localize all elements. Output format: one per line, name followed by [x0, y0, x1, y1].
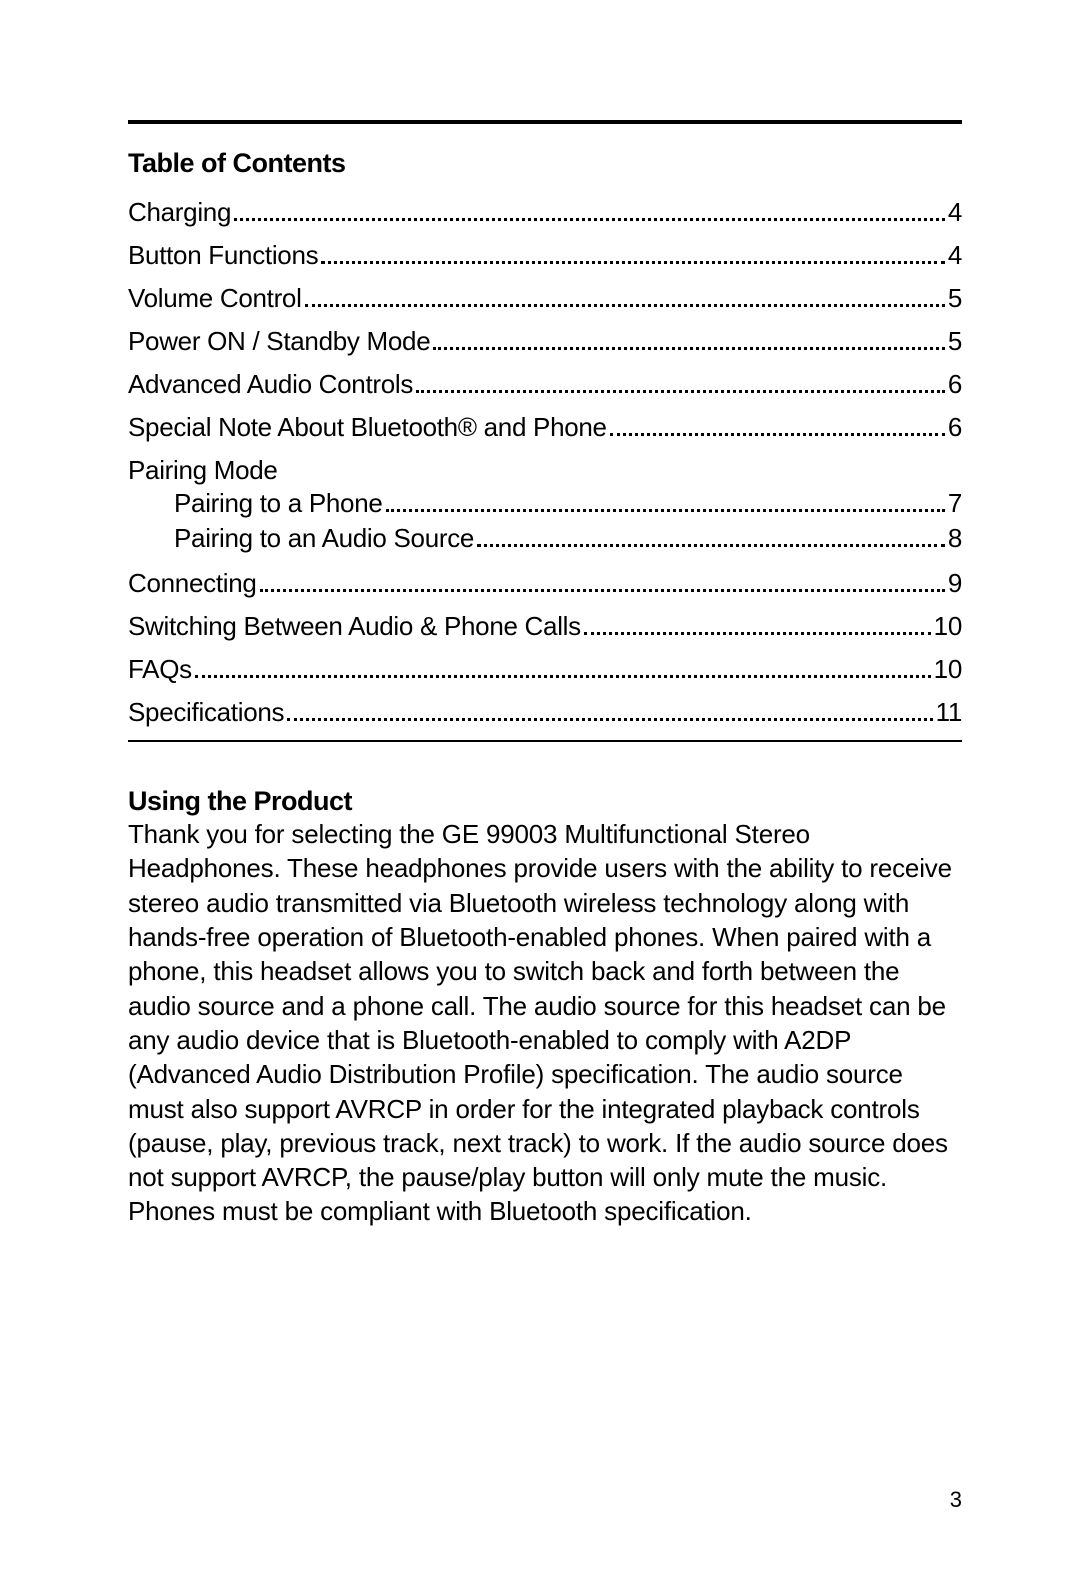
toc-entry-page: 8	[948, 523, 962, 554]
toc-entry-page: 4	[948, 240, 962, 271]
toc-entry-page: 5	[948, 326, 962, 357]
toc-leader-dots	[321, 261, 945, 264]
toc-leader-dots	[234, 218, 945, 221]
toc-entry-label: Volume Control	[128, 283, 302, 314]
toc-entry-label: Pairing to a Phone	[174, 488, 383, 519]
toc-leader-dots	[610, 433, 945, 436]
top-rule	[128, 120, 962, 124]
toc-entry-page: 10	[934, 654, 962, 685]
toc-entry: Connecting 9	[128, 568, 962, 599]
toc-entry-page: 5	[948, 283, 962, 314]
toc-entry-label: Power ON / Standby Mode	[128, 326, 430, 357]
toc-entry-page: 10	[934, 611, 962, 642]
toc-entry: Special Note About Bluetooth® and Phone 6	[128, 412, 962, 443]
page-number: 3	[950, 1487, 962, 1513]
toc-entry-page: 7	[948, 488, 962, 519]
toc-entry: Volume Control 5	[128, 283, 962, 314]
toc-leader-dots	[416, 390, 945, 393]
toc-entry: Pairing to a Phone 7	[174, 488, 962, 519]
toc-entry: FAQs 10	[128, 654, 962, 685]
toc-section-header: Pairing Mode	[128, 455, 962, 486]
document-page: Table of Contents Charging4Button Functi…	[0, 0, 1080, 1573]
toc-sub-list: Pairing to a Phone 7 Pairing to an Audio S…	[128, 488, 962, 554]
toc-entry-page: 4	[948, 197, 962, 228]
toc-entry-label: Switching Between Audio & Phone Calls	[128, 611, 581, 642]
toc-entry-page: 6	[948, 412, 962, 443]
toc-entry-label: Specifications	[128, 697, 284, 728]
toc-leader-dots	[386, 509, 945, 512]
toc-leader-dots	[305, 304, 945, 307]
toc-entry-page: 11	[936, 697, 962, 728]
section-title: Using the Product	[128, 786, 962, 817]
toc-entry: Button Functions 4	[128, 240, 962, 271]
toc-entry: Advanced Audio Controls 6	[128, 369, 962, 400]
toc-leader-dots	[260, 589, 945, 592]
toc-leader-dots	[433, 347, 944, 350]
toc-entry: Charging 4	[128, 197, 962, 228]
toc-leader-dots	[287, 718, 932, 721]
toc-entry-label: Advanced Audio Controls	[128, 369, 413, 400]
toc-entry-page: 6	[948, 369, 962, 400]
toc-entry-label: Pairing to an Audio Source	[174, 523, 474, 554]
toc-title: Table of Contents	[128, 148, 962, 179]
toc-entry: Pairing to an Audio Source 8	[174, 523, 962, 554]
toc-leader-dots	[195, 675, 931, 678]
toc-entry-label: Charging	[128, 197, 231, 228]
toc-entry-label: FAQs	[128, 654, 192, 685]
toc-entry-page: 9	[948, 568, 962, 599]
toc-leader-dots	[477, 544, 945, 547]
section-body: Thank you for selecting the GE 99003 Mul…	[128, 817, 962, 1229]
toc-entry-label: Button Functions	[128, 240, 318, 271]
toc-entry: Specifications 11	[128, 697, 962, 728]
toc-leader-dots	[584, 632, 931, 635]
toc-end-rule	[128, 740, 962, 742]
toc-entry: Power ON / Standby Mode 5	[128, 326, 962, 357]
toc-entry-label: Special Note About Bluetooth® and Phone	[128, 412, 607, 443]
toc-list: Charging 4 Button Functions 4 Volume Control…	[128, 197, 962, 728]
toc-entry-label: Connecting	[128, 568, 257, 599]
toc-entry: Switching Between Audio & Phone Calls 10	[128, 611, 962, 642]
